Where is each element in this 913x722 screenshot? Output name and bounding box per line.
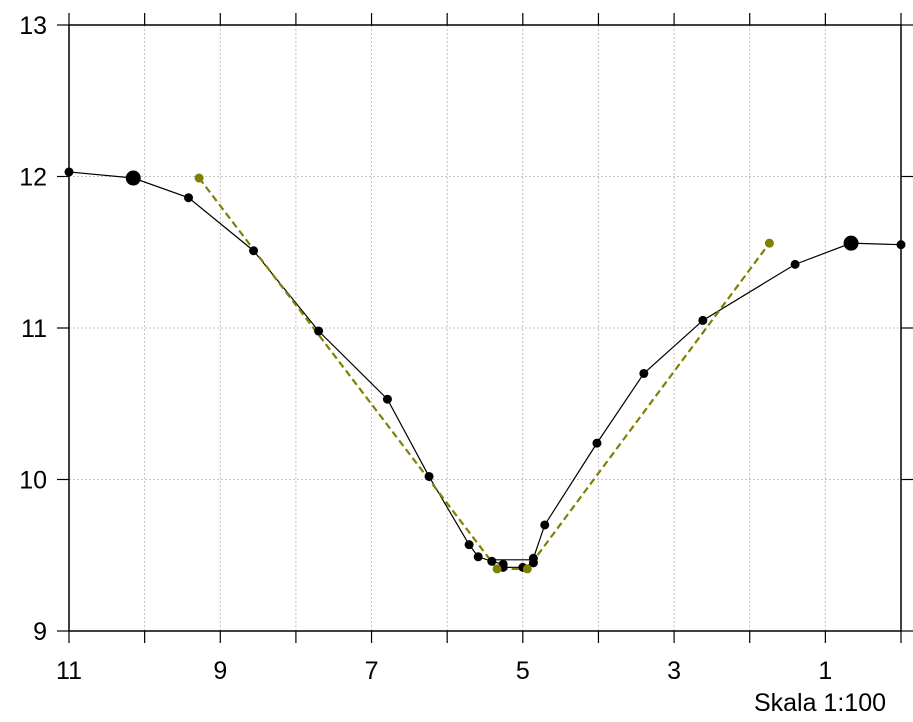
x-tick-label: 5: [516, 657, 530, 685]
profile-point: [424, 471, 434, 481]
profile-point: [528, 553, 538, 563]
y-tick-labels: 9 10 11 12 13: [19, 12, 47, 646]
y-tick-label: 13: [19, 12, 47, 40]
x-tick-labels: 11 9 7 5 3 1: [56, 657, 832, 685]
x-tick-label: 1: [818, 657, 832, 685]
profile-point: [487, 556, 497, 566]
grid-lines: [69, 25, 901, 631]
fit-point: [522, 564, 532, 574]
y-tick-label: 9: [33, 618, 47, 646]
x-tick-label: 11: [56, 657, 82, 685]
fit-point: [194, 173, 204, 183]
profile-point: [540, 520, 550, 530]
profile-point: [592, 438, 602, 448]
scale-annotation: Skala 1:100: [754, 689, 886, 717]
axis-ticks: [57, 13, 913, 643]
profile-point: [464, 540, 474, 550]
profile-point: [64, 167, 74, 177]
fit-point: [492, 564, 502, 574]
fit-point: [764, 238, 774, 248]
profile-point-large: [125, 170, 141, 186]
profile-point: [249, 246, 259, 256]
x-tick-label: 7: [365, 657, 379, 685]
profile-point: [790, 259, 800, 269]
profile-point: [382, 394, 392, 404]
profile-line: [68, 171, 902, 568]
profile-point: [896, 240, 906, 250]
profile-point: [184, 193, 194, 203]
y-tick-label: 10: [19, 467, 47, 495]
y-tick-label: 11: [21, 315, 47, 343]
profile-point: [698, 315, 708, 325]
profile-point: [473, 552, 483, 562]
fit-line: [198, 177, 771, 570]
data-series: [64, 167, 906, 574]
profile-point: [639, 368, 649, 378]
x-tick-label: 9: [213, 657, 227, 685]
profile-point: [314, 326, 324, 336]
profile-point-large: [843, 235, 859, 251]
x-tick-label: 3: [667, 657, 681, 685]
y-tick-label: 12: [19, 164, 47, 192]
